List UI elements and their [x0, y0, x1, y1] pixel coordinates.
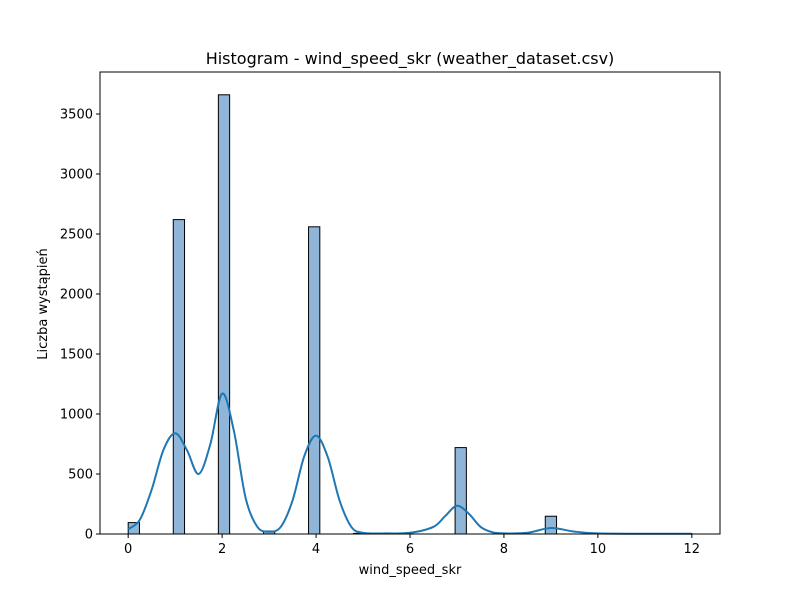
x-axis-label: wind_speed_skr: [359, 563, 462, 578]
y-axis: 0 500 1000 1500 2000 2500 3000 3500: [60, 108, 100, 543]
x-tick-label: 12: [684, 542, 701, 557]
x-axis: 0 2 4 6 8 10 12: [124, 534, 700, 557]
chart-title: Histogram - wind_speed_skr (weather_data…: [206, 49, 615, 69]
x-tick-label: 0: [124, 542, 132, 557]
x-tick-label: 2: [218, 542, 226, 557]
x-tick-label: 8: [500, 542, 508, 557]
y-tick-label: 3500: [60, 108, 93, 123]
x-tick-label: 10: [590, 542, 607, 557]
y-tick-label: 1000: [60, 408, 93, 423]
x-tick-label: 6: [406, 542, 414, 557]
histogram-bar: [454, 447, 467, 535]
y-tick-label: 2000: [60, 288, 93, 303]
y-tick-label: 0: [85, 528, 93, 543]
histogram-bar: [308, 226, 321, 535]
x-tick-label: 4: [312, 542, 320, 557]
y-axis-label: Liczba wystąpień: [36, 248, 51, 359]
histogram-bar: [544, 515, 558, 535]
y-tick-label: 2500: [60, 228, 93, 243]
kde-line: [127, 392, 692, 535]
histogram-bars: [127, 94, 693, 535]
histogram-bar: [217, 94, 231, 535]
histogram-bar: [172, 219, 186, 535]
y-tick-label: 3000: [60, 168, 93, 183]
y-tick-label: 1500: [60, 348, 93, 363]
y-tick-label: 500: [68, 468, 93, 483]
